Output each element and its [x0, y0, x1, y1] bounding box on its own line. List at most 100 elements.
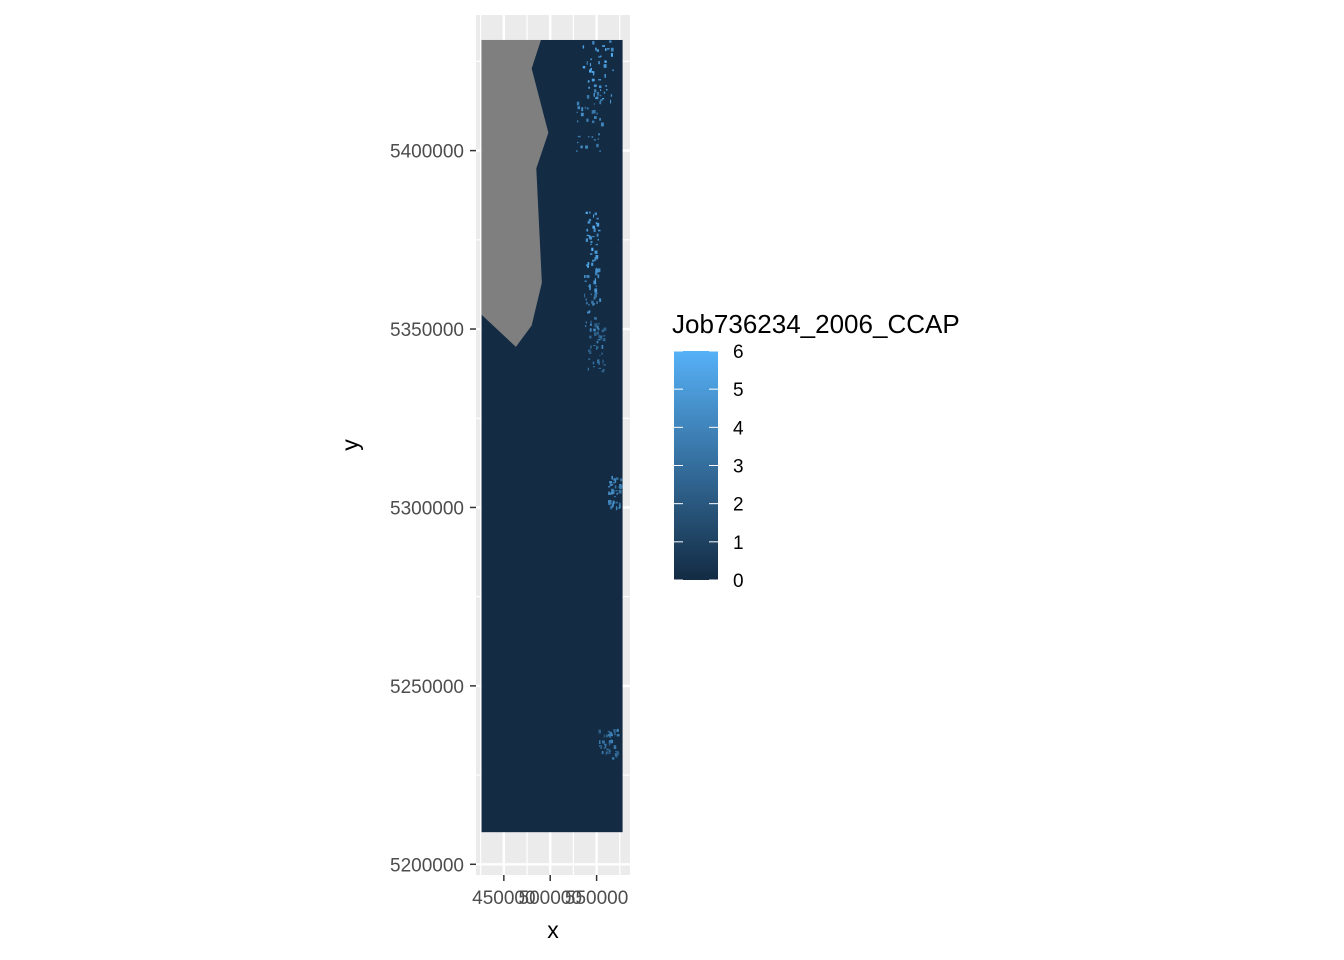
raster-pixel [610, 53, 613, 57]
raster-pixel [589, 69, 592, 73]
raster-pixel [602, 740, 605, 744]
raster-pixel [593, 228, 596, 233]
raster-pixel [591, 110, 594, 114]
raster-pixel [616, 492, 619, 495]
raster-pixel [598, 361, 600, 365]
raster-pixel [606, 748, 609, 751]
raster-pixel [605, 48, 607, 51]
raster-pixel [582, 65, 586, 69]
raster-pixel [576, 111, 578, 114]
raster-pixel [599, 335, 603, 339]
raster-pixel [607, 48, 610, 50]
raster-pixel [596, 217, 599, 220]
legend: Job736234_2006_CCAP 6 5 4 3 2 1 0 [672, 309, 960, 592]
raster-pixel [610, 505, 612, 510]
raster-pixel [587, 285, 589, 287]
raster-pixel [577, 135, 581, 138]
y-tick-label: 5250000 [390, 677, 464, 698]
raster-pixel [602, 45, 605, 47]
raster-pixel [618, 489, 622, 494]
raster-pixel [596, 340, 599, 344]
legend-label: 4 [733, 418, 744, 439]
raster-pixel [612, 69, 614, 72]
raster-pixel [596, 301, 598, 305]
raster-pixel [588, 136, 590, 138]
raster-pixel [597, 229, 601, 232]
raster-pixel [588, 358, 591, 360]
y-tick-label: 5200000 [390, 855, 464, 876]
raster-pixel [591, 71, 595, 73]
raster-pixel [615, 506, 618, 511]
raster-pixel [611, 757, 615, 760]
raster-pixel [586, 107, 589, 110]
raster-pixel [589, 284, 591, 289]
y-axis: 5200000 5250000 5300000 5350000 5400000 [390, 142, 476, 876]
raster-pixel [605, 85, 608, 87]
raster-pixel [608, 500, 611, 504]
raster-pixel [609, 481, 612, 484]
x-tick-label: 500000 [519, 888, 582, 909]
raster-pixel [611, 488, 614, 492]
raster-pixel [612, 482, 616, 484]
raster-pixel [610, 739, 614, 744]
raster-pixel [584, 106, 586, 109]
raster-pixel [600, 745, 602, 750]
raster-pixel [586, 228, 589, 232]
raster-pixel [590, 323, 592, 326]
raster-pixel [610, 94, 613, 97]
raster-pixel [613, 478, 616, 481]
raster-pixel [588, 218, 592, 222]
raster-pixel [596, 143, 599, 148]
raster-pixel [586, 118, 589, 122]
raster-pixel [595, 285, 597, 288]
raster-pixel [607, 730, 611, 733]
raster-pixel [620, 478, 623, 482]
raster-pixel [618, 502, 621, 506]
raster-pixel [609, 741, 611, 746]
raster-pixel [590, 320, 592, 325]
raster-pixel [616, 751, 620, 755]
raster-pixel [590, 293, 592, 296]
raster-pixel [590, 67, 593, 71]
y-axis-title: y [337, 439, 363, 451]
raster-pixel [577, 106, 581, 110]
raster-pixel [587, 265, 590, 268]
raster-pixel [602, 338, 606, 342]
raster-pixel [598, 79, 602, 81]
raster-pixel [608, 492, 612, 495]
raster-pixel [591, 247, 594, 252]
raster-pixel [596, 96, 599, 100]
raster-pixel [605, 89, 608, 91]
raster-pixel [604, 743, 607, 746]
raster-pixel [591, 300, 594, 304]
raster-pixel [585, 264, 589, 267]
raster-pixel [615, 490, 618, 492]
raster-pixel [580, 145, 583, 149]
raster-pixel [587, 367, 589, 371]
raster-pixel [590, 345, 592, 349]
raster-pixel [601, 369, 605, 373]
raster-pixel [595, 243, 599, 246]
raster-pixel [594, 257, 597, 261]
raster-pixel [592, 236, 595, 238]
raster-pixel [594, 288, 598, 293]
raster-pixel [589, 328, 592, 332]
raster-pixel [594, 293, 597, 298]
raster-pixel [593, 214, 595, 218]
raster-pixel [595, 222, 598, 224]
raster-pixel [576, 150, 578, 152]
raster-pixel [599, 744, 601, 748]
raster-pixel [586, 94, 590, 99]
raster-pixel [594, 334, 597, 336]
raster-pixel [592, 109, 596, 114]
raster-pixel [596, 257, 598, 260]
y-tick-label: 5300000 [390, 498, 464, 519]
raster-pixel [613, 496, 616, 498]
raster-pixel [592, 40, 595, 45]
raster-pixel [590, 243, 592, 245]
raster-pixel [599, 55, 602, 58]
raster-pixel [585, 238, 589, 242]
y-tick-label: 5400000 [390, 142, 464, 163]
raster-pixel [584, 280, 587, 282]
